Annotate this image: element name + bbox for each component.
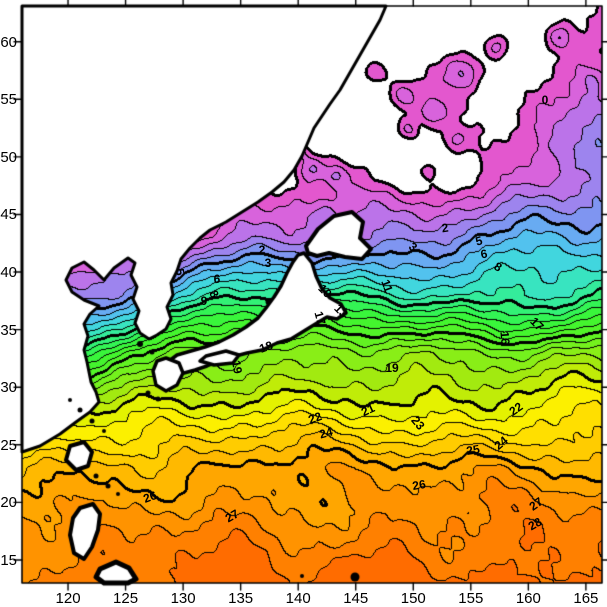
y-axis-tick-label: 30 [0,379,17,397]
contour-value-label: 3 [264,256,272,270]
x-axis-tick-label: 130 [170,590,196,607]
contour-value-label: 24 [317,424,335,442]
contour-value-label: 2 [258,243,266,257]
x-axis-tick-label: 125 [113,590,139,607]
contour-value-label: 19 [385,361,399,375]
contour-value-label: 9 [200,294,208,308]
contour-value-label: 19 [228,359,246,375]
x-axis-tick-label: 120 [55,590,81,607]
x-axis-tick-label: 150 [400,590,426,607]
x-axis-tick-label: 155 [458,590,484,607]
y-axis-tick-label: 50 [0,148,17,166]
x-axis-tick-label: 135 [228,590,254,607]
y-axis-tick-label: 20 [0,494,17,512]
contour-value-label: 16 [497,330,513,346]
x-axis-tick-label: 140 [285,590,311,607]
y-axis-tick-label: 45 [0,206,17,224]
y-axis-tick-label: 40 [0,264,17,282]
y-axis-tick-label: 60 [0,33,17,51]
contour-value-label: 0 [541,93,549,107]
x-axis-tick-label: 145 [343,590,369,607]
x-axis-tick-label: 160 [515,590,541,607]
contour-value-label: 2 [440,220,450,236]
y-axis-tick-label: 35 [0,321,17,339]
y-axis-tick-label: 25 [0,436,17,454]
y-axis-tick-label: 15 [0,551,17,569]
contour-value-label: 6 [479,246,489,262]
y-axis-tick-label: 55 [0,91,17,109]
contour-value-label: 6 [213,272,221,286]
x-axis-tick-label: 165 [573,590,599,607]
contour-value-label: 26 [411,476,427,494]
contour-value-label: 25 [465,441,481,459]
